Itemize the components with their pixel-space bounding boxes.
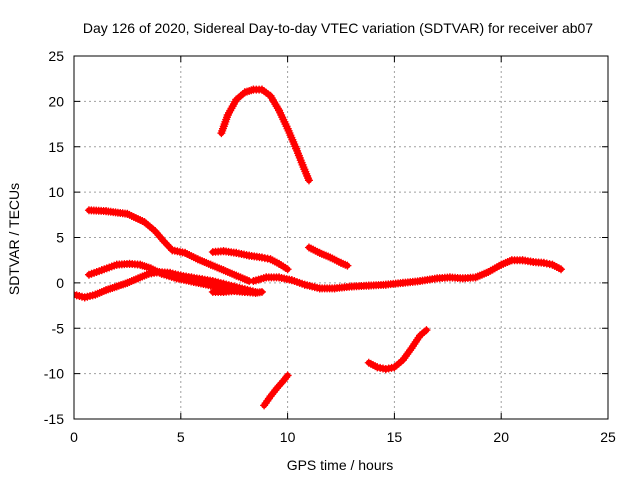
data-point-marker — [164, 242, 173, 251]
y-tick-label: 20 — [48, 93, 64, 109]
x-tick-label: 5 — [177, 429, 185, 445]
grid-lines — [74, 56, 608, 419]
y-tick-label: 25 — [48, 48, 64, 64]
data-point-marker — [163, 240, 172, 249]
series-arc-8-to-1 — [84, 206, 254, 286]
series-long-arc-to-23 — [249, 256, 566, 293]
chart-title: Day 126 of 2020, Sidereal Day-to-day VTE… — [83, 20, 593, 36]
series-arc-high-peak — [217, 85, 313, 185]
data-point-marker — [166, 244, 175, 253]
data-point-marker — [161, 238, 170, 247]
y-tick-label: 5 — [56, 230, 64, 246]
series-arc-6.5-to-8.8 — [208, 287, 266, 297]
data-point-marker — [557, 265, 566, 274]
x-tick-label: 20 — [493, 429, 509, 445]
y-tick-label: 15 — [48, 139, 64, 155]
series-arc-low-rising — [260, 371, 292, 410]
data-point-marker — [156, 233, 165, 242]
data-point-marker — [282, 373, 291, 382]
data-point-marker — [343, 261, 352, 270]
x-axis-label: GPS time / hours — [287, 457, 394, 473]
x-tick-label: 0 — [70, 429, 78, 445]
data-point-marker — [257, 287, 266, 296]
y-axis-label: SDTVAR / TECUs — [6, 183, 22, 295]
data-point-marker — [152, 229, 161, 238]
series-arc-6.5-to-10 — [208, 247, 292, 274]
data-point-marker — [154, 231, 163, 240]
data-point-marker — [159, 237, 168, 246]
data-point-marker — [151, 227, 160, 236]
y-tick-label: -10 — [44, 366, 64, 382]
data-point-marker — [158, 235, 167, 244]
y-tick-label: -5 — [52, 320, 65, 336]
data-point-marker — [149, 225, 158, 234]
x-tick-label: 25 — [600, 429, 616, 445]
x-tick-label: 10 — [280, 429, 296, 445]
data-point-marker — [422, 326, 431, 335]
series-arc-low-trough — [364, 326, 431, 374]
x-tick-label: 15 — [387, 429, 403, 445]
data-point-marker — [304, 176, 313, 185]
y-tick-label: 10 — [48, 184, 64, 200]
data-point-marker — [283, 371, 292, 380]
y-tick-labels: -15 -10 -5 0 5 10 15 20 25 — [44, 48, 64, 427]
data-point-marker — [283, 265, 292, 274]
axis-ticks — [73, 55, 609, 420]
y-tick-label: -15 — [44, 411, 64, 427]
data-point-marker — [406, 346, 415, 355]
series-arc-11-to-12.8 — [304, 243, 352, 270]
series-arc-from-origin — [74, 267, 260, 302]
x-tick-labels: 0 5 10 15 20 25 — [70, 429, 616, 445]
y-tick-label: 0 — [56, 275, 64, 291]
data-series — [74, 85, 566, 410]
